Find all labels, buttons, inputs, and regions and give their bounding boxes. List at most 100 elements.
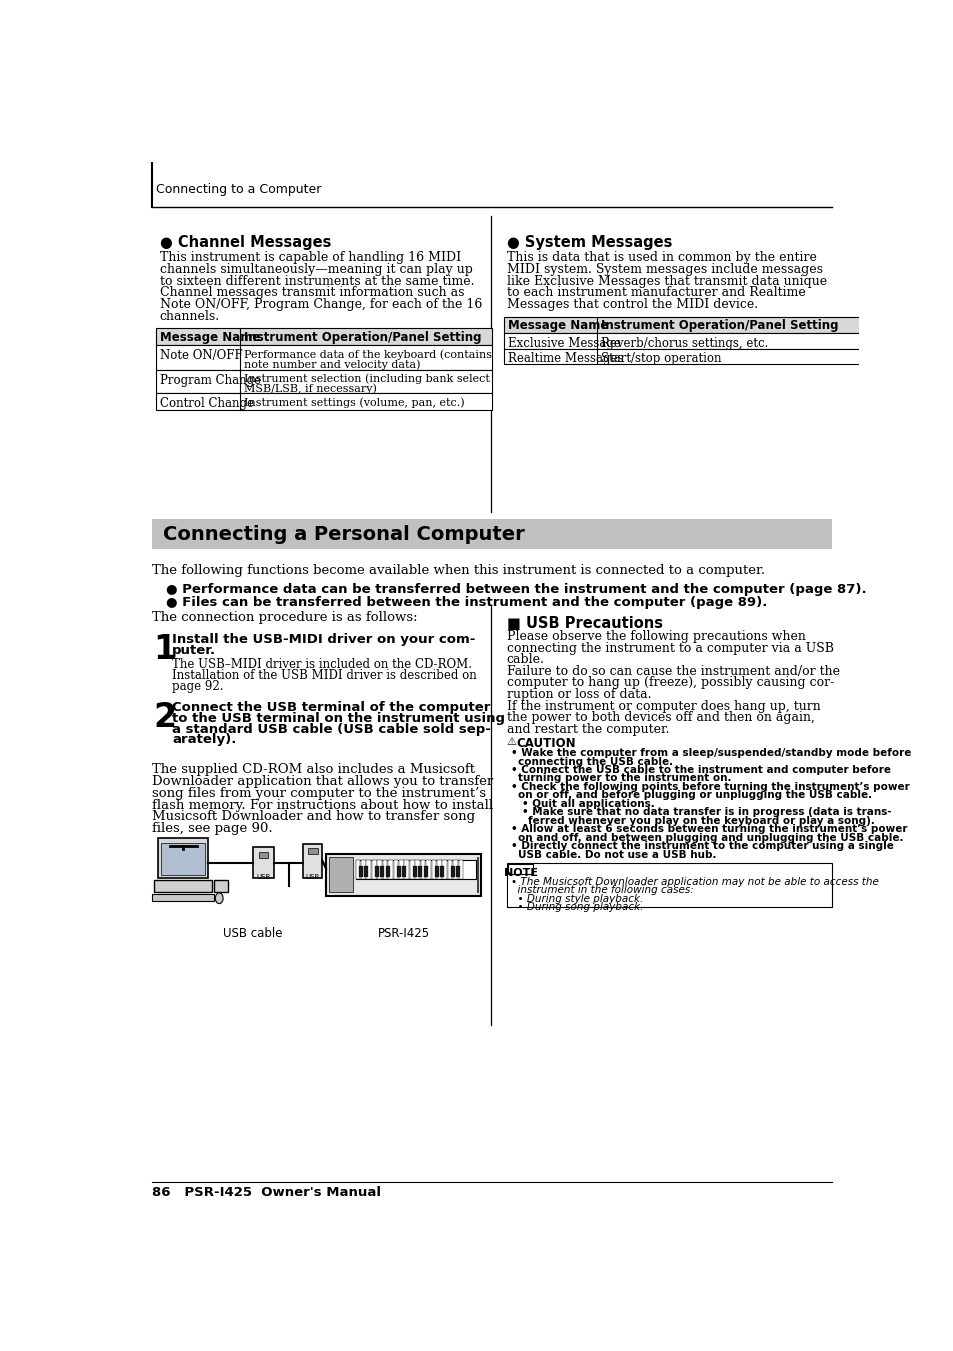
Text: • Wake the computer from a sleep/suspended/standby mode before: • Wake the computer from a sleep/suspend… (511, 748, 911, 758)
Bar (503, 334, 860, 349)
Bar (506, 863, 831, 908)
Text: • The Musicsoft Downloader application may not be able to access the: • The Musicsoft Downloader application m… (510, 877, 878, 886)
Bar (364, 866, 368, 877)
Bar (420, 859, 425, 880)
Bar (156, 346, 492, 370)
Bar (503, 316, 860, 334)
Text: Performance data of the keyboard (contains: Performance data of the keyboard (contai… (244, 349, 492, 359)
Text: puter.: puter. (172, 644, 215, 657)
Text: Connect the USB terminal of the computer: Connect the USB terminal of the computer (172, 701, 490, 715)
Text: ruption or loss of data.: ruption or loss of data. (506, 688, 651, 701)
Bar (326, 854, 480, 896)
Text: note number and velocity data): note number and velocity data) (244, 359, 420, 370)
Text: Control Change: Control Change (160, 397, 254, 409)
Text: ferred whenever you play on the keyboard or play a song).: ferred whenever you play on the keyboard… (528, 816, 875, 825)
Text: ⚠: ⚠ (506, 738, 517, 747)
Text: Realtime Messages: Realtime Messages (507, 351, 622, 365)
Text: This instrument is capable of handling 16 MIDI: This instrument is capable of handling 1… (159, 251, 460, 263)
Text: channels simultaneously—meaning it can play up: channels simultaneously—meaning it can p… (159, 262, 472, 276)
Text: Channel messages transmit information such as: Channel messages transmit information su… (159, 286, 463, 300)
Text: • Make sure that no data transfer is in progress (data is trans-: • Make sure that no data transfer is in … (521, 808, 891, 817)
Text: 2: 2 (153, 701, 176, 734)
Bar (431, 859, 436, 880)
Bar (418, 866, 422, 877)
Text: Downloader application that allows you to transfer: Downloader application that allows you t… (152, 774, 493, 788)
Bar (213, 880, 228, 892)
Bar (258, 852, 268, 858)
Text: Message Name: Message Name (160, 331, 260, 345)
Text: ■ USB Precautions: ■ USB Precautions (506, 616, 662, 631)
Text: cable.: cable. (506, 654, 544, 666)
Text: connecting the USB cable.: connecting the USB cable. (517, 757, 672, 766)
Text: Connecting a Personal Computer: Connecting a Personal Computer (162, 526, 524, 544)
Text: like Exclusive Messages that transmit data unique: like Exclusive Messages that transmit da… (506, 274, 826, 288)
Bar (158, 838, 208, 878)
Text: Messages that control the MIDI device.: Messages that control the MIDI device. (506, 299, 757, 312)
Bar (380, 866, 384, 877)
Text: • Connect the USB cable to the instrument and computer before: • Connect the USB cable to the instrumen… (511, 765, 890, 775)
Text: to the USB terminal on the instrument using: to the USB terminal on the instrument us… (172, 712, 504, 725)
Text: Exclusive Message: Exclusive Message (507, 336, 619, 350)
Text: channels.: channels. (159, 311, 219, 323)
Bar (156, 328, 492, 346)
Bar (402, 866, 406, 877)
Text: Start/stop operation: Start/stop operation (599, 351, 720, 365)
Text: instrument in the following cases:: instrument in the following cases: (510, 885, 693, 896)
Text: USB cable: USB cable (223, 927, 282, 940)
Bar (382, 859, 387, 880)
Text: Installation of the USB MIDI driver is described on: Installation of the USB MIDI driver is d… (172, 669, 476, 682)
Bar (458, 859, 463, 880)
Ellipse shape (215, 893, 223, 904)
Bar (404, 859, 409, 880)
Text: ● Channel Messages: ● Channel Messages (159, 235, 331, 250)
Bar (394, 859, 397, 880)
Bar (388, 859, 393, 880)
Text: turning power to the instrument on.: turning power to the instrument on. (517, 774, 730, 784)
Bar (152, 519, 831, 549)
Text: on or off, and before plugging or unplugging the USB cable.: on or off, and before plugging or unplug… (517, 790, 871, 800)
Bar (447, 859, 452, 880)
Bar (372, 859, 376, 880)
Text: Note ON/OFF, Program Change, for each of the 16: Note ON/OFF, Program Change, for each of… (159, 299, 481, 312)
Bar (503, 349, 860, 365)
Text: PSR-I425: PSR-I425 (377, 927, 429, 940)
Text: ● Performance data can be transferred between the instrument and the computer (p: ● Performance data can be transferred be… (166, 582, 865, 596)
Bar (435, 866, 438, 877)
Text: USB: USB (256, 874, 271, 881)
Text: MSB/LSB, if necessary): MSB/LSB, if necessary) (244, 384, 376, 394)
Text: • During song playback.: • During song playback. (510, 902, 642, 912)
Text: Connecting to a Computer: Connecting to a Computer (156, 184, 321, 196)
Bar (377, 859, 381, 880)
Text: The USB–MIDI driver is included on the CD-ROM.: The USB–MIDI driver is included on the C… (172, 658, 472, 671)
Bar (396, 866, 400, 877)
Text: song files from your computer to the instrument’s: song files from your computer to the ins… (152, 786, 485, 800)
Bar (423, 866, 427, 877)
Text: Instrument Operation/Panel Setting: Instrument Operation/Panel Setting (599, 319, 837, 332)
Bar (410, 859, 415, 880)
Text: • During style playback.: • During style playback. (510, 893, 642, 904)
Text: to sixteen different instruments at the same time.: to sixteen different instruments at the … (159, 274, 474, 288)
Text: • Quit all applications.: • Quit all applications. (521, 798, 655, 809)
Bar (355, 859, 476, 880)
Text: a standard USB cable (USB cable sold sep-: a standard USB cable (USB cable sold sep… (172, 723, 490, 736)
Text: page 92.: page 92. (172, 680, 223, 693)
Text: ● System Messages: ● System Messages (506, 235, 672, 250)
Text: computer to hang up (freeze), possibly causing cor-: computer to hang up (freeze), possibly c… (506, 677, 833, 689)
Bar (355, 859, 360, 880)
Text: Instrument Operation/Panel Setting: Instrument Operation/Panel Setting (244, 331, 481, 345)
Bar (303, 843, 322, 878)
Bar (360, 859, 365, 880)
Text: • Check the following points before turning the instrument’s power: • Check the following points before turn… (511, 782, 909, 792)
Text: ● Files can be transferred between the instrument and the computer (page 89).: ● Files can be transferred between the i… (166, 596, 766, 609)
Bar (253, 847, 274, 878)
Bar (508, 863, 533, 874)
Bar (329, 858, 353, 892)
Bar (413, 866, 416, 877)
Text: If the instrument or computer does hang up, turn: If the instrument or computer does hang … (506, 700, 820, 712)
Bar (453, 859, 457, 880)
Text: Message Name: Message Name (507, 319, 607, 332)
Text: Musicsoft Downloader and how to transfer song: Musicsoft Downloader and how to transfer… (152, 811, 475, 824)
Text: Please observe the following precautions when: Please observe the following precautions… (506, 631, 804, 643)
Text: The supplied CD-ROM also includes a Musicsoft: The supplied CD-ROM also includes a Musi… (152, 763, 475, 775)
Bar (156, 370, 492, 393)
